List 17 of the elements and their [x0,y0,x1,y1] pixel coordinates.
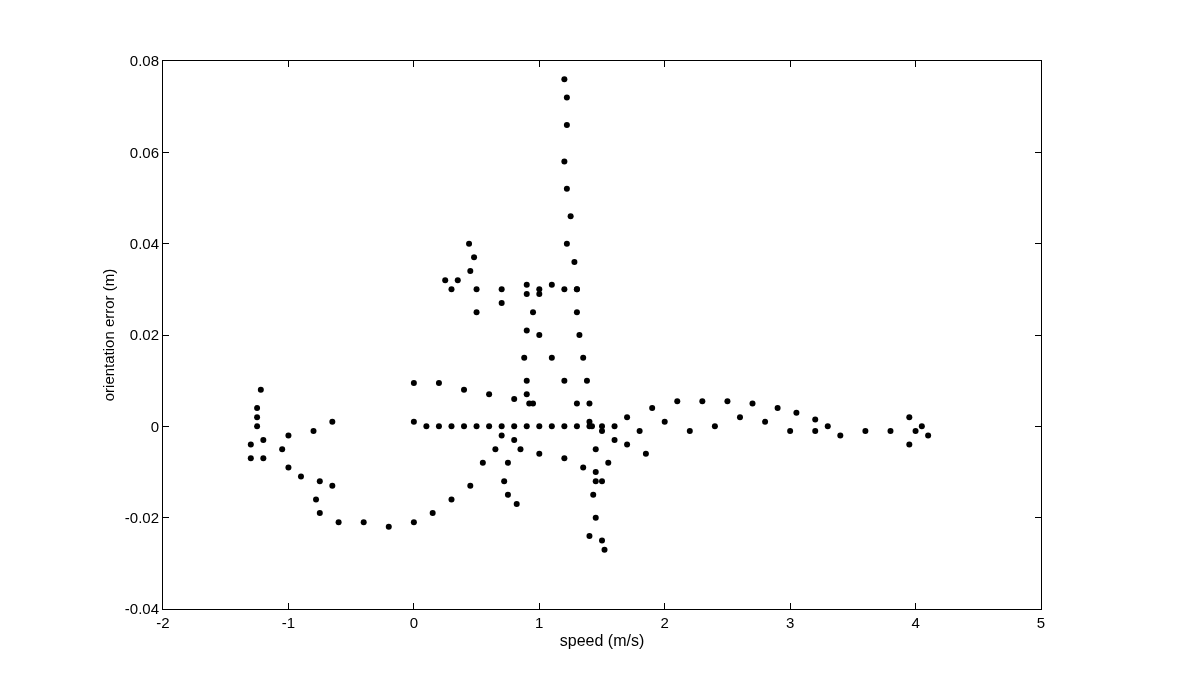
y-tick-label: 0 [150,417,159,435]
y-tick-label: 0.08 [129,52,159,70]
x-tick-label: 2 [660,614,669,631]
y-axis-title: orientation error (m) [100,268,118,402]
x-tick-label: 4 [911,614,920,631]
y-tick-label: 0.02 [129,326,159,344]
x-axis-title: speed (m/s) [559,631,645,649]
x-tick-label: 0 [409,614,419,631]
x-tick-label: 3 [785,614,795,631]
y-tick-label: -0.04 [124,600,159,618]
x-tick-label: -2 [156,614,170,631]
x-tick-label: 1 [535,614,544,631]
y-tick-label: -0.02 [124,508,159,526]
x-tick-label: -1 [281,614,296,631]
x-tick-label: 5 [1036,614,1046,631]
y-tick-label: 0.04 [129,234,159,252]
y-tick-label: 0.06 [129,143,159,161]
